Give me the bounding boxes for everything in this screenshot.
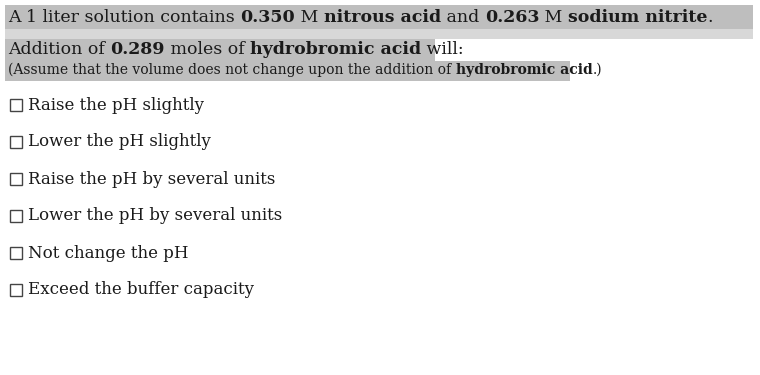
Text: 0.289: 0.289 [110,42,165,58]
Text: M: M [295,9,324,26]
Bar [10,99,22,111]
Text: Raise the pH slightly: Raise the pH slightly [28,96,204,114]
Text: moles of: moles of [165,42,250,58]
Bar [5,5,753,29]
Text: .: . [708,9,713,26]
Bar [10,136,22,148]
Text: hydrobromic acid: hydrobromic acid [250,42,421,58]
Text: and: and [441,9,485,26]
Text: Raise the pH by several units: Raise the pH by several units [28,171,275,188]
Bar [5,39,435,61]
Text: will:: will: [421,42,464,58]
Bar [5,29,753,39]
Text: .): .) [592,63,602,77]
Bar [10,284,22,296]
Text: 0.350: 0.350 [240,9,295,26]
Text: Addition of: Addition of [8,42,110,58]
Bar [10,247,22,259]
Bar [5,61,570,81]
Text: Lower the pH by several units: Lower the pH by several units [28,207,282,225]
Text: Not change the pH: Not change the pH [28,244,188,261]
Text: 0.263: 0.263 [485,9,540,26]
Bar [10,173,22,185]
Text: nitrous acid: nitrous acid [324,9,441,26]
Bar [10,210,22,222]
Text: A 1 liter solution contains: A 1 liter solution contains [8,9,240,26]
Text: M: M [540,9,568,26]
Text: (Assume that the volume does not change upon the addition of: (Assume that the volume does not change … [8,63,455,77]
Text: Exceed the buffer capacity: Exceed the buffer capacity [28,282,254,298]
Text: Lower the pH slightly: Lower the pH slightly [28,134,211,150]
Text: sodium nitrite: sodium nitrite [568,9,708,26]
Text: hydrobromic acid: hydrobromic acid [455,63,592,77]
